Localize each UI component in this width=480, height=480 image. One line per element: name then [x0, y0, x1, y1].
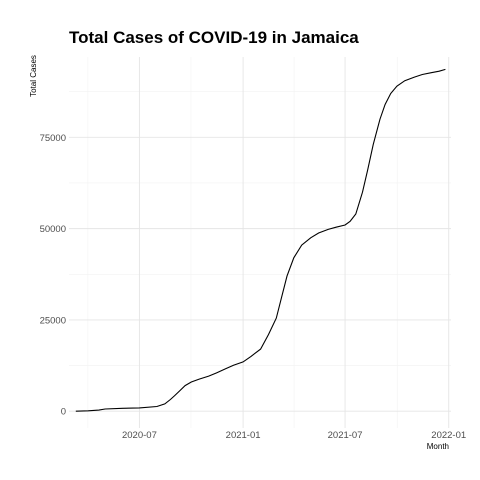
y-tick-label: 75000: [40, 133, 66, 144]
x-tick-label: 2021-07: [328, 430, 363, 441]
minor-gridlines: [69, 57, 451, 428]
y-tick-label: 0: [61, 407, 66, 418]
x-axis-ticks: 2020-07 2021-01 2021-07 2022-01: [122, 430, 466, 441]
x-axis-label: Month: [427, 442, 449, 451]
series-group: [75, 68, 446, 412]
y-tick-label: 50000: [40, 224, 66, 235]
series-line: [75, 68, 446, 412]
x-tick-label: 2022-01: [431, 430, 466, 441]
y-axis-label: Total Cases: [29, 55, 38, 97]
x-tick-label: 2020-07: [122, 430, 157, 441]
x-tick-label: 2021-01: [226, 430, 261, 441]
y-tick-label: 25000: [40, 315, 66, 326]
y-axis-ticks: 0 25000 50000 75000: [40, 133, 66, 418]
major-gridlines: [69, 57, 451, 428]
chart-title: Total Cases of COVID-19 in Jamaica: [69, 28, 359, 47]
